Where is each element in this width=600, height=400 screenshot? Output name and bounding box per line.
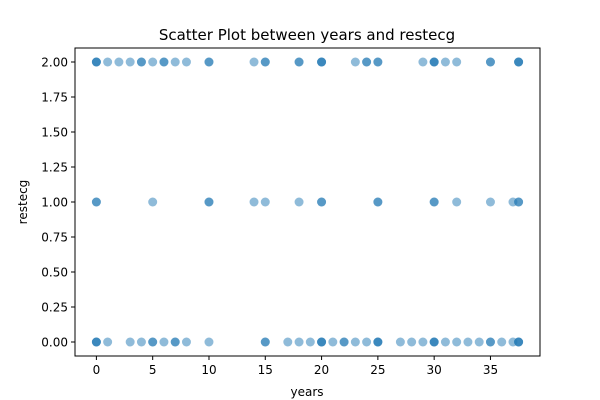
scatter-point [440, 337, 450, 347]
scatter-point [260, 337, 270, 347]
scatter-point [362, 57, 372, 67]
scatter-point [407, 337, 417, 347]
scatter-point [294, 197, 304, 207]
x-axis-label: years [290, 385, 323, 399]
scatter-point [305, 337, 315, 347]
scatter-point [159, 337, 169, 347]
y-tick-label: 0.00 [41, 336, 68, 350]
scatter-point [418, 337, 428, 347]
scatter-point [373, 57, 383, 67]
scatter-point [148, 57, 158, 67]
scatter-point [339, 337, 349, 347]
scatter-point [136, 57, 146, 67]
scatter-point [294, 57, 304, 67]
scatter-point [125, 57, 135, 67]
scatter-point [514, 197, 524, 207]
x-tick-label: 20 [314, 363, 329, 377]
scatter-point [204, 337, 214, 347]
scatter-point [91, 337, 101, 347]
scatter-point [474, 337, 484, 347]
x-tick-label: 25 [370, 363, 385, 377]
scatter-point [350, 57, 360, 67]
scatter-point [91, 197, 101, 207]
scatter-point [485, 197, 495, 207]
scatter-point [204, 57, 214, 67]
points-layer [91, 57, 524, 347]
y-tick-label: 1.25 [41, 161, 68, 175]
x-ticks: 0 5 10 15 20 25 30 35 [93, 356, 498, 377]
scatter-point [452, 57, 462, 67]
scatter-point [148, 337, 158, 347]
scatter-point [148, 197, 158, 207]
scatter-point [452, 197, 462, 207]
x-tick-label: 0 [93, 363, 101, 377]
scatter-point [463, 337, 473, 347]
scatter-point [260, 197, 270, 207]
scatter-point [328, 337, 338, 347]
scatter-point [181, 337, 191, 347]
scatter-point [170, 337, 180, 347]
chart-title: Scatter Plot between years and restecg [159, 26, 455, 44]
y-tick-label: 1.75 [41, 91, 68, 105]
y-tick-label: 1.50 [41, 126, 68, 140]
scatter-point [452, 337, 462, 347]
scatter-point [103, 337, 113, 347]
scatter-point [429, 57, 439, 67]
scatter-point [373, 197, 383, 207]
x-tick-label: 15 [258, 363, 273, 377]
scatter-point [440, 57, 450, 67]
scatter-point [485, 337, 495, 347]
scatter-point [136, 337, 146, 347]
scatter-point [429, 337, 439, 347]
scatter-point [395, 337, 405, 347]
scatter-point [181, 57, 191, 67]
scatter-point [159, 57, 169, 67]
scatter-point [170, 57, 180, 67]
x-tick-label: 30 [427, 363, 442, 377]
plot-frame [74, 47, 541, 357]
scatter-point [429, 197, 439, 207]
scatter-point [418, 57, 428, 67]
scatter-point [114, 57, 124, 67]
scatter-point [260, 57, 270, 67]
y-tick-label: 2.00 [41, 56, 68, 70]
y-tick-label: 0.75 [41, 231, 68, 245]
scatter-point [91, 57, 101, 67]
scatter-point [317, 197, 327, 207]
scatter-point [514, 57, 524, 67]
y-tick-label: 0.50 [41, 266, 68, 280]
scatter-point [249, 197, 259, 207]
scatter-point [485, 57, 495, 67]
scatter-point [204, 197, 214, 207]
y-ticks: 0.00 0.25 0.50 0.75 1.00 1.25 1.50 1.75 2.00 [41, 56, 75, 350]
y-tick-label: 1.00 [41, 196, 68, 210]
scatter-point [125, 337, 135, 347]
scatter-point [283, 337, 293, 347]
scatter-point [294, 337, 304, 347]
scatter-point [514, 337, 524, 347]
y-axis-label: restecg [16, 180, 30, 225]
x-tick-label: 10 [201, 363, 216, 377]
x-tick-label: 5 [149, 363, 157, 377]
scatter-point [362, 337, 372, 347]
scatter-point [497, 337, 507, 347]
x-tick-label: 35 [483, 363, 498, 377]
scatter-point [249, 57, 259, 67]
scatter-point [317, 337, 327, 347]
scatter-point [350, 337, 360, 347]
scatter-point [373, 337, 383, 347]
scatter-point [317, 57, 327, 67]
scatter-point [103, 57, 113, 67]
y-tick-label: 0.25 [41, 301, 68, 315]
